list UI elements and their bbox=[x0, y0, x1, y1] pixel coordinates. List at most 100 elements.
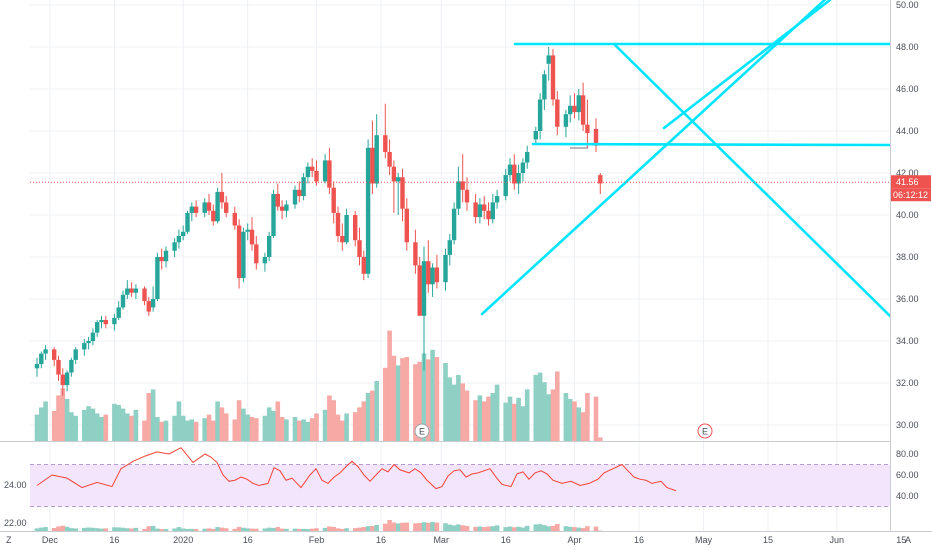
candle-body-77 bbox=[421, 261, 427, 316]
rsi-volume-bar-11 bbox=[90, 527, 96, 531]
volume-bar-61 bbox=[340, 420, 345, 441]
rsi-volume-bar-48 bbox=[275, 527, 281, 531]
volume-bar-13 bbox=[99, 417, 104, 441]
candle-body-12 bbox=[95, 322, 100, 333]
volume-bar-37 bbox=[219, 407, 225, 441]
candle-body-38 bbox=[224, 202, 229, 213]
auto-scale-button[interactable]: A bbox=[905, 535, 911, 545]
falling-trendline[interactable] bbox=[612, 42, 892, 318]
candle-body-105 bbox=[563, 114, 569, 127]
rsi-volume-bar-44 bbox=[254, 528, 259, 531]
rsi-volume-bar-22 bbox=[146, 526, 152, 531]
candle-body-92 bbox=[494, 196, 500, 203]
rsi-volume-bar-36 bbox=[215, 527, 220, 531]
candle-body-53 bbox=[301, 177, 306, 197]
volume-bar-33 bbox=[202, 418, 207, 441]
volume-bar-53 bbox=[301, 419, 306, 441]
rsi-volume-bar-77 bbox=[421, 522, 427, 531]
rsi-volume-bar-53 bbox=[301, 528, 306, 531]
rsi-volume-bar-25 bbox=[159, 529, 164, 531]
candlesticks bbox=[34, 47, 603, 396]
candle-body-70 bbox=[387, 152, 392, 167]
candle-body-1 bbox=[39, 353, 44, 365]
volume-bar-40 bbox=[236, 400, 242, 441]
candle-body-93 bbox=[503, 175, 508, 197]
candle-body-74 bbox=[404, 208, 409, 243]
rsi-volume-bar-54 bbox=[305, 529, 311, 531]
candle-body-56 bbox=[314, 170, 319, 182]
rsi-volume-bar-3 bbox=[51, 528, 57, 531]
volume-bar-52 bbox=[297, 420, 302, 441]
volume-bar-79 bbox=[430, 349, 435, 441]
volume-bar-91 bbox=[490, 393, 496, 441]
rsi-volume-bar-71 bbox=[391, 522, 397, 531]
rising-trendline[interactable] bbox=[480, 0, 890, 316]
rsi-volume-bar-104 bbox=[555, 524, 560, 531]
volume-bar-98 bbox=[524, 389, 530, 441]
volume-bar-78 bbox=[426, 359, 431, 441]
volume-bar-23 bbox=[150, 389, 156, 441]
trend-lines[interactable] bbox=[480, 0, 892, 318]
candle-body-64 bbox=[357, 240, 362, 257]
rsi-volume-bar-94 bbox=[507, 526, 513, 531]
candle-body-60 bbox=[335, 212, 341, 236]
price-tick-0: 30.00 bbox=[896, 420, 919, 430]
volume-bar-38 bbox=[223, 413, 229, 441]
rsi-volume-bar-2 bbox=[43, 527, 48, 531]
volume-bar-47 bbox=[271, 411, 276, 441]
zoom-button[interactable]: Z bbox=[6, 535, 12, 545]
volume-bar-102 bbox=[546, 394, 551, 441]
rsi-volume-bar-5 bbox=[60, 525, 66, 531]
volume-bar-73 bbox=[400, 358, 405, 441]
volume-bar-17 bbox=[120, 408, 126, 441]
candle-body-72 bbox=[396, 177, 401, 182]
time-tick-2: 2020 bbox=[173, 535, 193, 545]
rsi-left-tick-0: 22.00 bbox=[4, 518, 27, 528]
rsi-volume-bar-105 bbox=[563, 526, 569, 531]
volume-bar-72 bbox=[395, 365, 401, 441]
volume-bar-63 bbox=[352, 412, 358, 441]
volume-bar-88 bbox=[477, 395, 483, 441]
rsi-volume-bar-57 bbox=[322, 527, 328, 531]
price-tick-6: 42.00 bbox=[896, 168, 919, 178]
candle-body-90 bbox=[486, 210, 491, 220]
rsi-volume-bar-80 bbox=[434, 522, 440, 531]
rsi-volume-bar-49 bbox=[279, 528, 285, 531]
candle-body-35 bbox=[211, 210, 216, 222]
volume-bar-10 bbox=[86, 406, 91, 441]
rsi-volume-bar-62 bbox=[344, 528, 349, 531]
candle-body-18 bbox=[125, 288, 130, 295]
volume-bar-34 bbox=[206, 414, 212, 441]
rsi-volume-bar-20 bbox=[133, 527, 139, 531]
gridlines bbox=[30, 0, 902, 531]
rsi-volume-bar-107 bbox=[572, 527, 577, 531]
volume-bar-89 bbox=[481, 401, 487, 441]
volume-bar-2 bbox=[43, 401, 48, 441]
volume-bars bbox=[34, 330, 603, 441]
time-tick-10: May bbox=[695, 535, 713, 545]
volume-bar-59 bbox=[331, 400, 336, 441]
volume-bar-65 bbox=[361, 401, 367, 441]
volume-bar-105 bbox=[563, 393, 569, 441]
volume-bar-67 bbox=[370, 390, 375, 441]
volume-bar-27 bbox=[172, 415, 177, 441]
rsi-volume-bar-55 bbox=[309, 528, 315, 531]
candle-body-61 bbox=[340, 236, 345, 243]
volume-bar-87 bbox=[473, 400, 478, 441]
candle-body-30 bbox=[185, 212, 190, 232]
channel-upper-line[interactable] bbox=[662, 0, 832, 130]
resistance-line-43[interactable] bbox=[531, 142, 892, 147]
rsi-volume-bar-91 bbox=[490, 526, 496, 531]
volume-bar-6 bbox=[64, 399, 70, 441]
candle-body-62 bbox=[344, 215, 349, 243]
candle-body-22 bbox=[146, 301, 151, 312]
volume-bar-5 bbox=[60, 388, 66, 441]
volume-bar-8 bbox=[73, 415, 78, 441]
volume-bar-24 bbox=[155, 417, 160, 441]
earnings-marker-label-0: E bbox=[419, 427, 425, 437]
candle-body-71 bbox=[391, 166, 397, 182]
rsi-tick-0: 40.00 bbox=[896, 491, 919, 501]
volume-bar-12 bbox=[94, 413, 100, 441]
